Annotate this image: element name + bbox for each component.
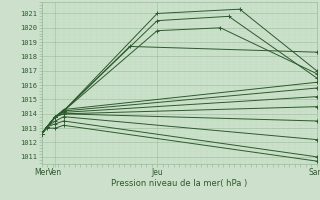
X-axis label: Pression niveau de la mer( hPa ): Pression niveau de la mer( hPa ) xyxy=(111,179,247,188)
